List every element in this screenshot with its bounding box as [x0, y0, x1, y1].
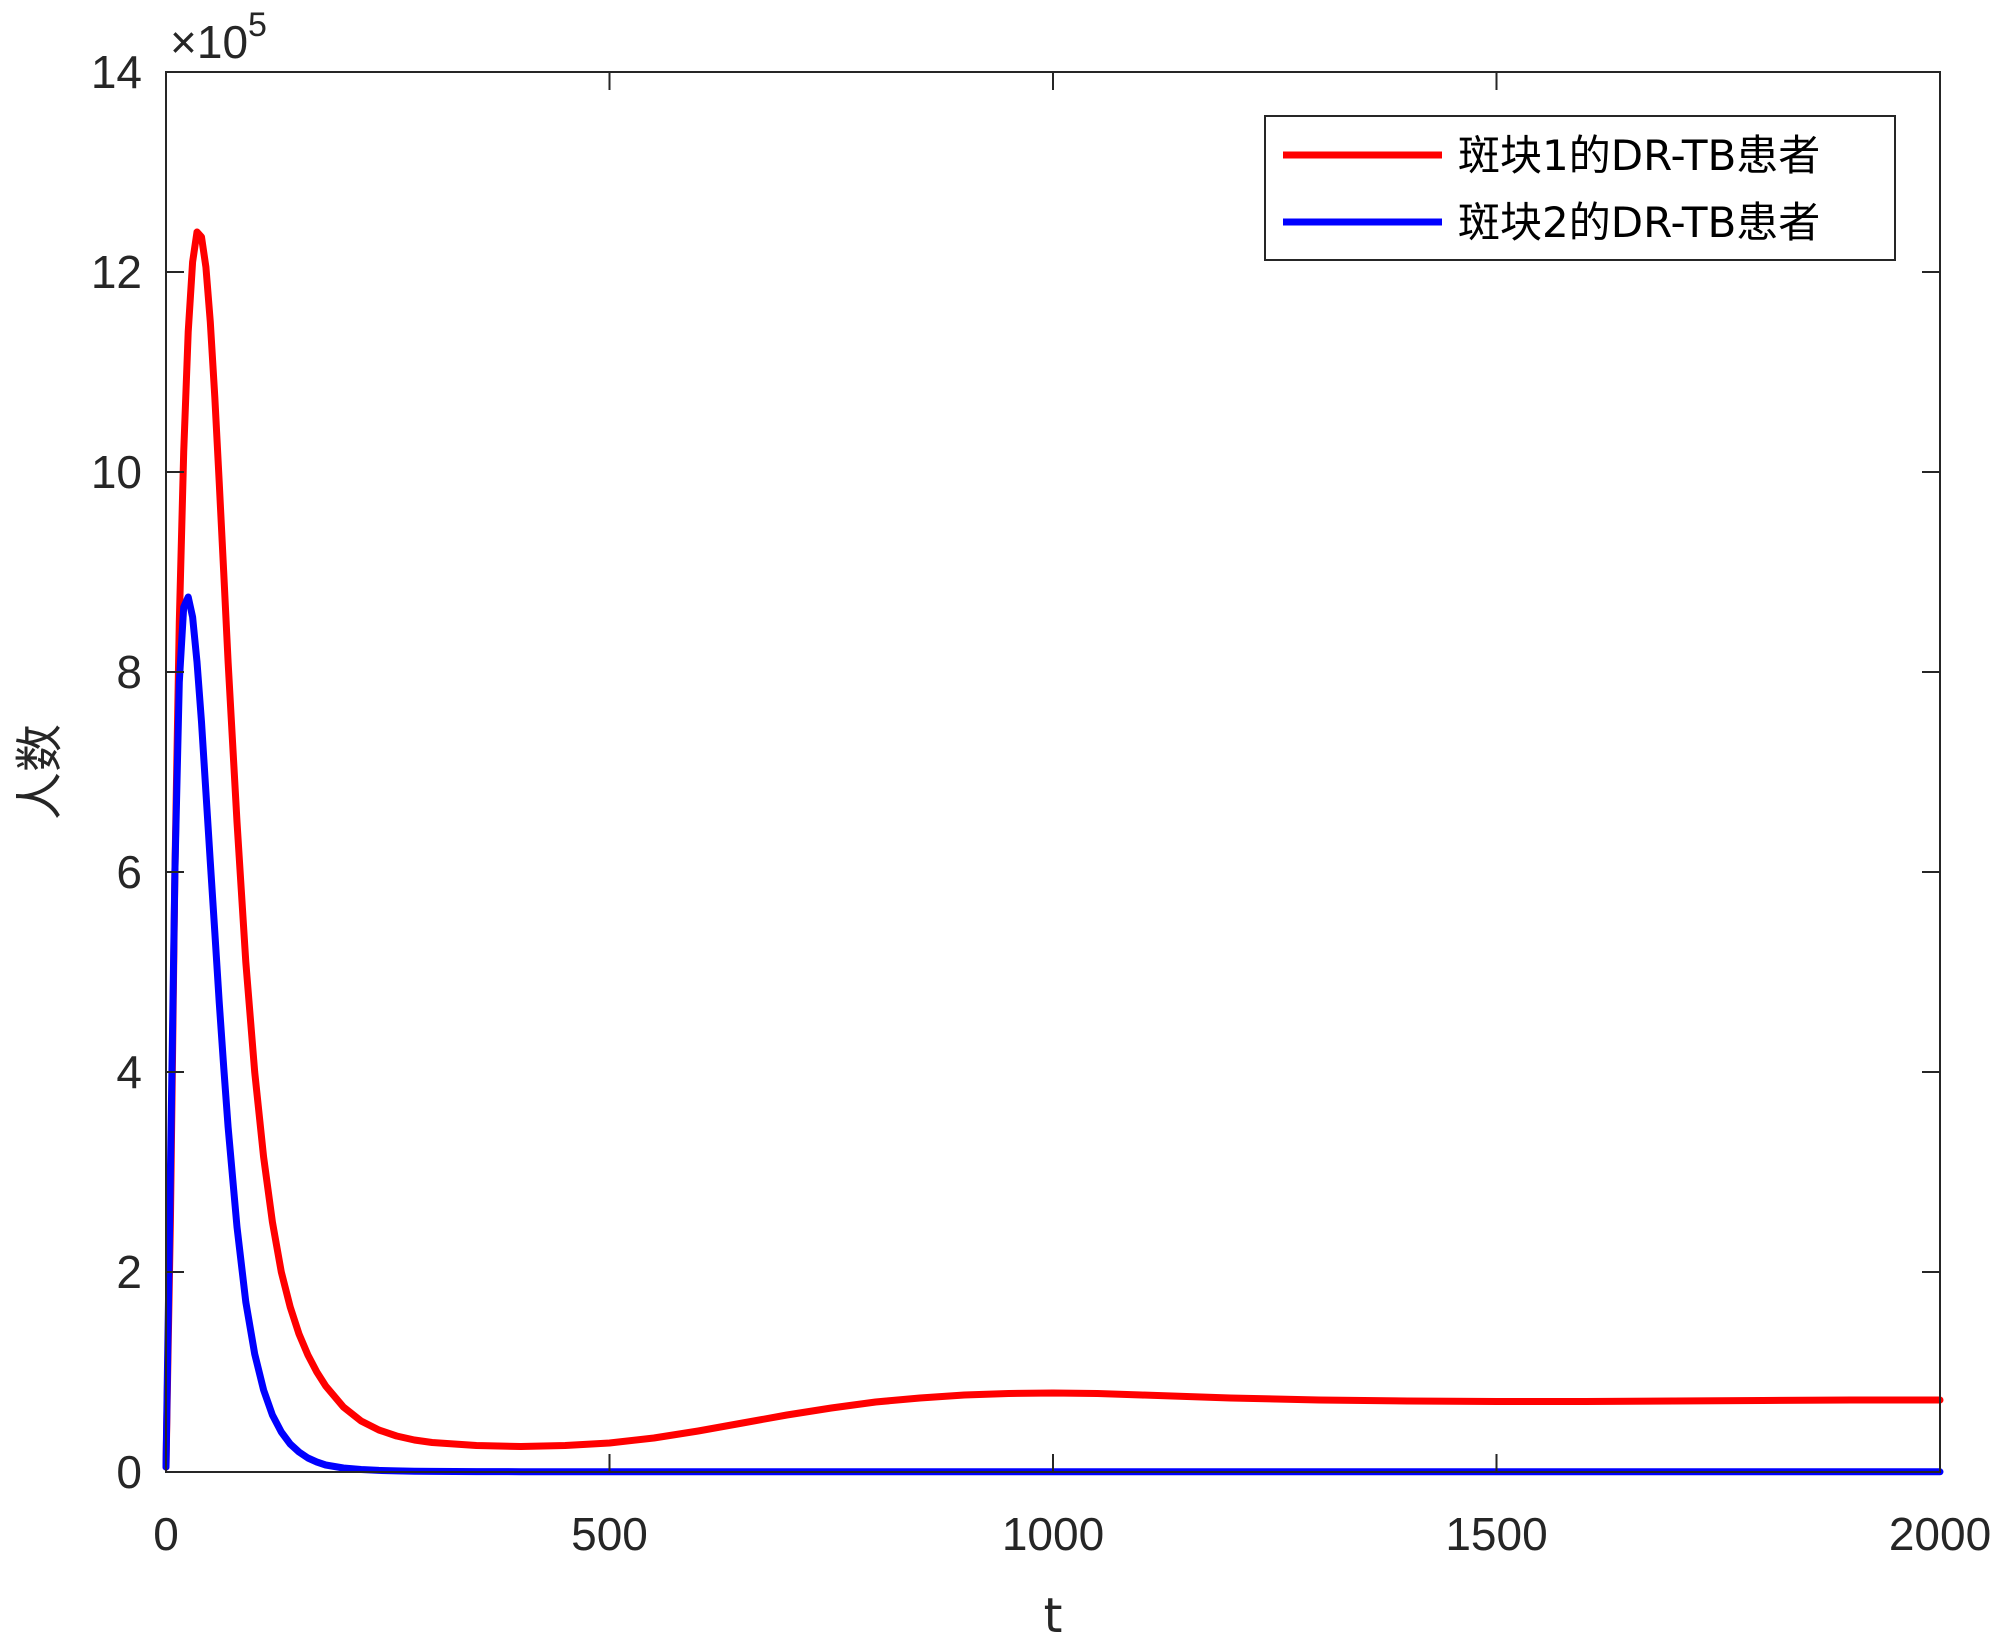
legend-label-series-1: 斑块1的DR-TB患者: [1458, 131, 1820, 180]
y-tick-label: 8: [116, 646, 142, 698]
y-tick-label: 2: [116, 1246, 142, 1298]
y-multiplier-base: ×10: [170, 16, 248, 68]
legend: 斑块1的DR-TB患者 斑块2的DR-TB患者: [1264, 115, 1896, 261]
axis-ticks: [165, 71, 1941, 1473]
legend-label-series-2: 斑块2的DR-TB患者: [1458, 198, 1820, 247]
y-multiplier-exponent: 5: [248, 6, 267, 44]
x-tick-label: 500: [571, 1508, 648, 1560]
y-tick-label: 12: [91, 246, 142, 298]
y-tick-labels: 0 2 4 6 8 10 12 14: [91, 46, 142, 1498]
series-line-1: [162, 228, 1944, 1471]
x-axis-title: t: [1044, 1588, 1063, 1634]
y-tick-label: 0: [116, 1446, 142, 1498]
x-tick-labels: 0 500 1000 1500 2000: [153, 1508, 1991, 1560]
y-tick-label: 10: [91, 446, 142, 498]
y-tick-label: 6: [116, 846, 142, 898]
legend-box: [1264, 115, 1896, 261]
x-tick-label: 1000: [1002, 1508, 1104, 1560]
x-tick-label: 0: [153, 1508, 179, 1560]
x-tick-label: 1500: [1445, 1508, 1547, 1560]
x-tick-label: 2000: [1889, 1508, 1991, 1560]
y-axis-title: 人数: [12, 724, 68, 820]
y-tick-label: 14: [91, 46, 142, 98]
y-tick-label: 4: [116, 1046, 142, 1098]
y-multiplier: ×105: [170, 6, 267, 68]
